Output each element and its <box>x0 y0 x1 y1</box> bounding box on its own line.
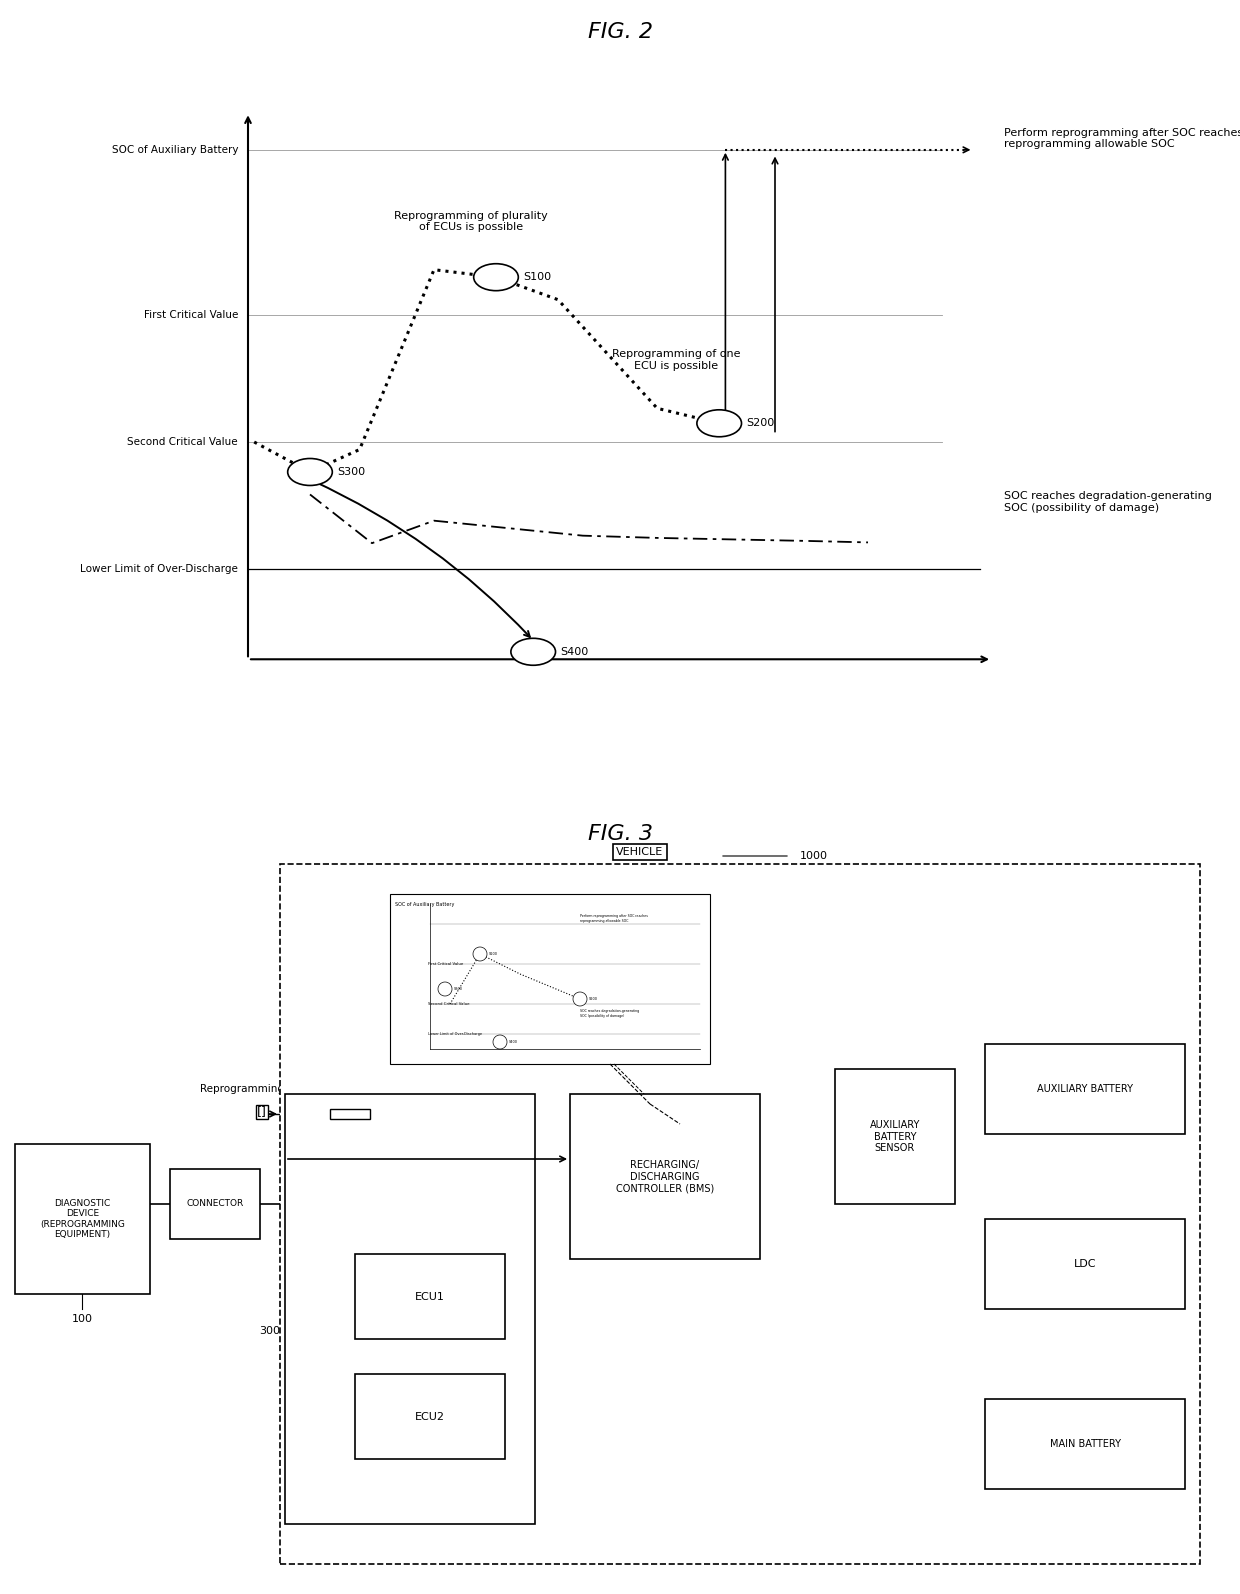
Text: 600: 600 <box>1075 1379 1095 1388</box>
Text: Second Critical Value: Second Critical Value <box>128 437 238 446</box>
Text: 300: 300 <box>259 1326 280 1336</box>
Text: []: [] <box>257 1106 267 1119</box>
Text: DIAGNOSTIC
DEVICE
(REPROGRAMMING
EQUIPMENT): DIAGNOSTIC DEVICE (REPROGRAMMING EQUIPME… <box>40 1199 125 1239</box>
Text: 100: 100 <box>72 1313 93 1325</box>
Bar <box>985 1400 1185 1489</box>
Text: MAIN BATTERY: MAIN BATTERY <box>1049 1439 1121 1449</box>
Text: SOC of Auxiliary Battery: SOC of Auxiliary Battery <box>112 145 238 155</box>
Circle shape <box>494 1035 507 1049</box>
Text: CONNECTOR: CONNECTOR <box>186 1200 243 1208</box>
Text: 500: 500 <box>1075 1199 1095 1208</box>
Text: Perform reprogramming after SOC reaches
reprogramming allowable SOC: Perform reprogramming after SOC reaches … <box>1004 128 1240 150</box>
Bar <box>330 1109 370 1119</box>
Bar <box>391 894 711 1065</box>
Text: FIG. 2: FIG. 2 <box>588 22 652 43</box>
Text: 400: 400 <box>1074 1023 1096 1035</box>
Text: RECHARGING/
DISCHARGING
CONTROLLER (BMS): RECHARGING/ DISCHARGING CONTROLLER (BMS) <box>616 1160 714 1192</box>
Text: S200: S200 <box>589 996 598 1001</box>
Text: Lower Limit of Over-Discharge: Lower Limit of Over-Discharge <box>428 1031 482 1036</box>
Text: FIG. 3: FIG. 3 <box>588 824 652 843</box>
Text: Lower Limit of Over-Discharge: Lower Limit of Over-Discharge <box>81 564 238 574</box>
Circle shape <box>573 991 587 1006</box>
Text: ─┤├─: ─┤├─ <box>315 1524 345 1540</box>
Text: S200: S200 <box>746 418 775 429</box>
Text: Reprogramming Request (One ECU or ECUs): Reprogramming Request (One ECU or ECUs) <box>200 1084 430 1093</box>
Bar <box>285 1093 534 1524</box>
Bar <box>985 1219 1185 1309</box>
Text: First Critical Value: First Critical Value <box>144 309 238 320</box>
Text: S100: S100 <box>489 952 498 956</box>
Circle shape <box>474 263 518 290</box>
Text: S100: S100 <box>523 273 552 282</box>
Text: S400: S400 <box>508 1039 518 1044</box>
Text: S300: S300 <box>337 467 366 477</box>
Bar <box>985 1044 1185 1133</box>
Circle shape <box>288 459 332 486</box>
Text: S300: S300 <box>454 987 463 991</box>
Text: VEHICLE COMMUNICATION
UNIT (Ex. CAN): VEHICLE COMMUNICATION UNIT (Ex. CAN) <box>345 1119 475 1140</box>
Bar <box>15 1144 150 1294</box>
Text: 200: 200 <box>760 1089 781 1098</box>
Circle shape <box>511 638 556 665</box>
Text: SOC reaches degradation-generating
SOC (possibility of damage): SOC reaches degradation-generating SOC (… <box>580 1009 639 1017</box>
Text: 1000: 1000 <box>800 851 828 861</box>
Circle shape <box>472 947 487 961</box>
Text: Reprogramming of plurality
of ECUs is possible: Reprogramming of plurality of ECUs is po… <box>394 210 548 233</box>
Text: LDC: LDC <box>1074 1259 1096 1269</box>
Text: Main Relay
on/off: Main Relay on/off <box>751 1125 808 1146</box>
Bar <box>570 1093 760 1259</box>
Text: VEHICLE: VEHICLE <box>616 846 663 858</box>
Bar <box>355 1254 505 1339</box>
Text: Perform reprogramming after SOC reaches
reprogramming allowable SOC: Perform reprogramming after SOC reaches … <box>580 913 649 923</box>
Text: Second Critical Value: Second Critical Value <box>428 1003 470 1006</box>
Text: AUXILIARY BATTERY: AUXILIARY BATTERY <box>1037 1084 1133 1093</box>
Text: SOC reaches degradation-generating
SOC (possibility of damage): SOC reaches degradation-generating SOC (… <box>1004 491 1213 513</box>
Bar <box>280 864 1200 1564</box>
Circle shape <box>697 410 742 437</box>
Text: 410: 410 <box>884 1054 905 1065</box>
Text: AUXILIARY
BATTERY
SENSOR: AUXILIARY BATTERY SENSOR <box>869 1121 920 1152</box>
Bar <box>835 1070 955 1203</box>
Text: ECU2: ECU2 <box>415 1412 445 1422</box>
Bar <box>355 1374 505 1459</box>
Text: ·  ·  ·: · · · <box>414 1478 445 1490</box>
Circle shape <box>438 982 453 996</box>
Text: LDC
on/off: LDC on/off <box>765 1202 795 1223</box>
Text: First Critical Value: First Critical Value <box>428 963 464 966</box>
Text: ECU1: ECU1 <box>415 1291 445 1301</box>
Text: S400: S400 <box>560 647 589 657</box>
Text: Feedback of Reprogramming
Possibility or Impossibility: Feedback of Reprogramming Possibility or… <box>374 1113 525 1135</box>
Text: SOC of Auxiliary Battery: SOC of Auxiliary Battery <box>396 902 454 907</box>
Bar <box>170 1168 260 1239</box>
Text: Reprogramming of one
ECU is possible: Reprogramming of one ECU is possible <box>611 349 740 371</box>
